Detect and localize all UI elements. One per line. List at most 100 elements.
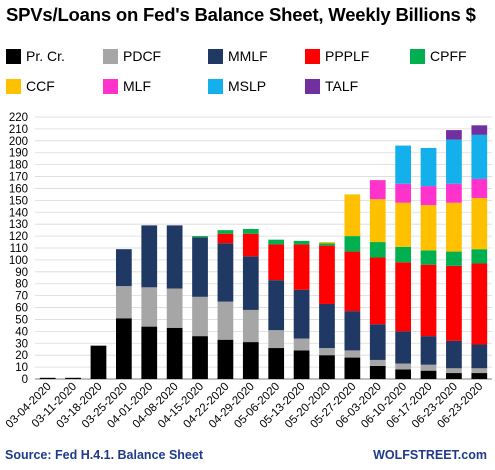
bar-segment-mmlf [217, 243, 234, 302]
bar-segment-ppplf [420, 264, 437, 337]
legend-swatch [103, 48, 118, 64]
bar-segment-pr-cr [369, 365, 386, 379]
bar-segment-mmlf [141, 225, 158, 288]
bar-segment-mlf [369, 180, 386, 200]
legend-label: PDCF [123, 48, 162, 64]
bar-segment-ppplf [446, 265, 462, 341]
bar-segment-ccf [319, 242, 335, 244]
legend-swatch [6, 48, 21, 64]
y-tick-label: 130 [9, 219, 28, 231]
brand-label: WOLFSTREET.com [373, 448, 487, 462]
y-tick-label: 160 [9, 183, 28, 195]
bar-segment-cpff [344, 236, 361, 252]
gridlines [35, 116, 492, 380]
bar-segment-pr-cr [420, 370, 437, 379]
bar-segment-pr-cr [115, 318, 132, 379]
legend-swatch [6, 78, 21, 94]
bar-segment-pr-cr [192, 336, 208, 379]
x-axis-ticks: 03-04-202003-11-202003-18-202003-25-2020… [4, 381, 486, 431]
legend-label: MSLP [228, 78, 267, 94]
bar-segment-ccf [446, 202, 462, 252]
bar-segment-mlf [446, 183, 462, 203]
y-tick-label: 180 [9, 160, 28, 172]
legend-item: CPFF [410, 48, 467, 64]
legend-label: CPFF [430, 48, 467, 64]
bar-segment-pr-cr [166, 327, 183, 379]
y-tick-label: 140 [9, 207, 28, 219]
legend-label: MLF [123, 78, 151, 94]
bar-segment-ccf [420, 205, 437, 251]
bar-segment-mmlf [369, 324, 386, 360]
legend: Pr. Cr. PDCF MMLF PPPLF CPFF CCF MLF MSLP TALF [0, 48, 495, 104]
y-tick-label: 40 [15, 326, 28, 338]
bar-segment-mmlf [166, 225, 183, 289]
bar-segment-cpff [395, 246, 412, 263]
bar-segment-talf [471, 125, 488, 135]
bar-segment-mmlf [420, 336, 437, 365]
bar-segment-pdcf [293, 338, 310, 351]
legend-label: TALF [325, 78, 359, 94]
bar-segment-mmlf [446, 340, 462, 369]
bar-segment-pdcf [115, 286, 132, 319]
bar-segment-pdcf [395, 363, 412, 370]
bar-segment-ppplf [344, 251, 361, 312]
bar-segment-pdcf [141, 287, 158, 327]
bar-segment-mmlf [319, 303, 335, 349]
legend-item: TALF [305, 78, 358, 94]
bar-segment-pdcf [217, 301, 234, 340]
bar-segment-pdcf [471, 368, 488, 374]
bar-segment-mslp [420, 147, 437, 187]
bar-segment-talf [446, 130, 462, 140]
bar-segment-pr-cr [242, 342, 259, 379]
legend-label: CCF [26, 78, 55, 94]
bar-segment-pdcf [192, 296, 208, 337]
y-tick-label: 190 [9, 148, 28, 160]
bar-segment-pr-cr [293, 350, 310, 379]
legend-item: MLF [103, 78, 151, 94]
legend-item: PDCF [103, 48, 161, 64]
bar-segment-mmlf [192, 237, 208, 297]
legend-item: Pr. Cr. [6, 48, 65, 64]
y-tick-label: 70 [15, 291, 28, 303]
bar-segment-cpff [293, 240, 310, 245]
bar-segment-pdcf [344, 350, 361, 358]
legend-item: CCF [6, 78, 55, 94]
legend-item: MSLP [208, 78, 266, 94]
legend-swatch [103, 78, 118, 94]
bar-segment-ppplf [395, 262, 412, 332]
bar-segment-mlf [395, 183, 412, 203]
legend-item: PPPLF [305, 48, 369, 64]
y-tick-label: 10 [15, 362, 28, 374]
legend-swatch [305, 48, 320, 64]
bar-segment-pr-cr [268, 348, 285, 379]
bar-segment-pdcf [268, 330, 285, 349]
y-tick-label: 80 [15, 279, 28, 291]
bar-segment-mlf [420, 186, 437, 206]
bar-segment-pr-cr [446, 373, 462, 379]
bar-segment-ccf [395, 202, 412, 247]
bar-segment-cpff [446, 251, 462, 266]
legend-swatch [410, 48, 425, 64]
bar-segment-pr-cr [90, 345, 107, 379]
bar-segment-pdcf [319, 348, 335, 356]
bar-segment-cpff [471, 249, 488, 264]
y-tick-label: 210 [9, 124, 28, 136]
chart-title: SPVs/Loans on Fed's Balance Sheet, Weekl… [6, 4, 476, 25]
bar-segment-mslp [395, 145, 412, 184]
bar-segment-ppplf [242, 233, 259, 257]
bar-segment-mmlf [471, 344, 488, 369]
bar-segment-pdcf [166, 288, 183, 328]
legend-label: MMLF [228, 48, 268, 64]
legend-item: MMLF [208, 48, 268, 64]
y-tick-label: 170 [9, 172, 28, 184]
y-tick-label: 90 [15, 267, 28, 279]
bar-segment-ppplf [471, 263, 488, 345]
bar-segment-cpff [242, 228, 259, 234]
bar-segment-ppplf [217, 233, 234, 244]
bar-segment-pr-cr [39, 377, 56, 379]
bar-segment-mslp [446, 139, 462, 184]
bar-segment-ccf [344, 194, 361, 237]
y-tick-label: 0 [22, 374, 28, 386]
bar-segment-mlf [471, 178, 488, 198]
